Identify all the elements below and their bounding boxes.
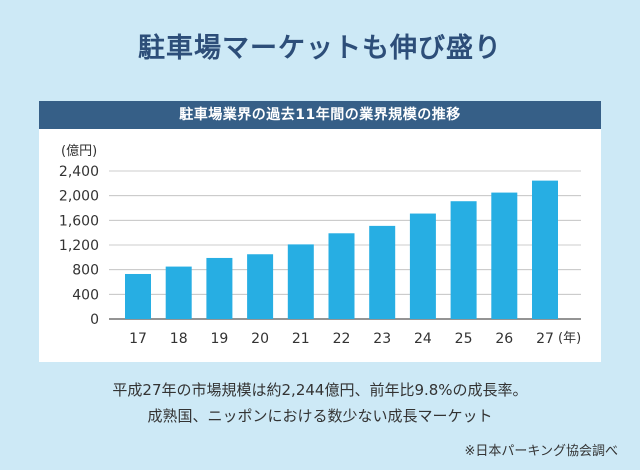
bar — [287, 244, 314, 319]
bar — [450, 201, 477, 319]
x-tick-label: 24 — [414, 331, 432, 347]
bar — [247, 254, 274, 319]
chart-title: 駐車場業界の過去11年間の業界規模の推移 — [39, 101, 601, 129]
bar — [165, 266, 192, 319]
x-tick-label: 19 — [210, 331, 228, 347]
bar — [532, 180, 558, 319]
chart-panel: 駐車場業界の過去11年間の業界規模の推移 (億円) 0 400 800 1,200 1,… — [39, 101, 601, 362]
bar — [125, 273, 151, 319]
y-tick-label: 0 — [90, 312, 99, 328]
bar — [409, 213, 436, 319]
y-axis-label: (億円) — [61, 143, 97, 159]
y-tick-labels: 0 400 800 1,200 1,600 2,000 2,400 — [59, 164, 99, 328]
x-tick-labels: 17 18 19 20 21 22 23 24 25 26 27 — [129, 331, 554, 347]
bars — [125, 180, 558, 319]
y-tick-label: 400 — [72, 287, 99, 303]
y-tick-label: 1,200 — [59, 238, 99, 254]
bar — [491, 192, 518, 319]
page-headline: 駐車場マーケットも伸び盛り — [138, 33, 502, 64]
x-tick-label: 23 — [373, 331, 391, 347]
y-tick-label: 1,600 — [59, 213, 99, 229]
y-tick-label: 800 — [72, 263, 99, 279]
y-tick-label: 2,000 — [59, 189, 99, 205]
source-note: ※日本パーキング協会調べ — [464, 444, 618, 459]
x-axis-unit: (年) — [558, 331, 581, 346]
description-line-1: 平成27年の市場規模は約2,244億円、前年比9.8%の成長率。 — [112, 381, 528, 399]
x-tick-label: 17 — [129, 331, 147, 347]
x-tick-label: 25 — [455, 331, 473, 347]
x-tick-label: 20 — [251, 331, 269, 347]
bar — [328, 233, 355, 319]
x-tick-label: 27 — [536, 331, 554, 347]
x-tick-label: 22 — [333, 331, 351, 347]
x-tick-label: 18 — [170, 331, 188, 347]
x-tick-label: 21 — [292, 331, 310, 347]
y-tick-label: 2,400 — [59, 164, 99, 180]
bar — [206, 257, 233, 319]
x-tick-label: 26 — [495, 331, 513, 347]
bar-chart: (億円) 0 400 800 1,200 1,600 2,000 2,400 17 18 19 2… — [59, 143, 581, 347]
description-line-2: 成熟国、ニッポンにおける数少ない成長マーケット — [147, 407, 493, 425]
bar — [369, 225, 396, 319]
